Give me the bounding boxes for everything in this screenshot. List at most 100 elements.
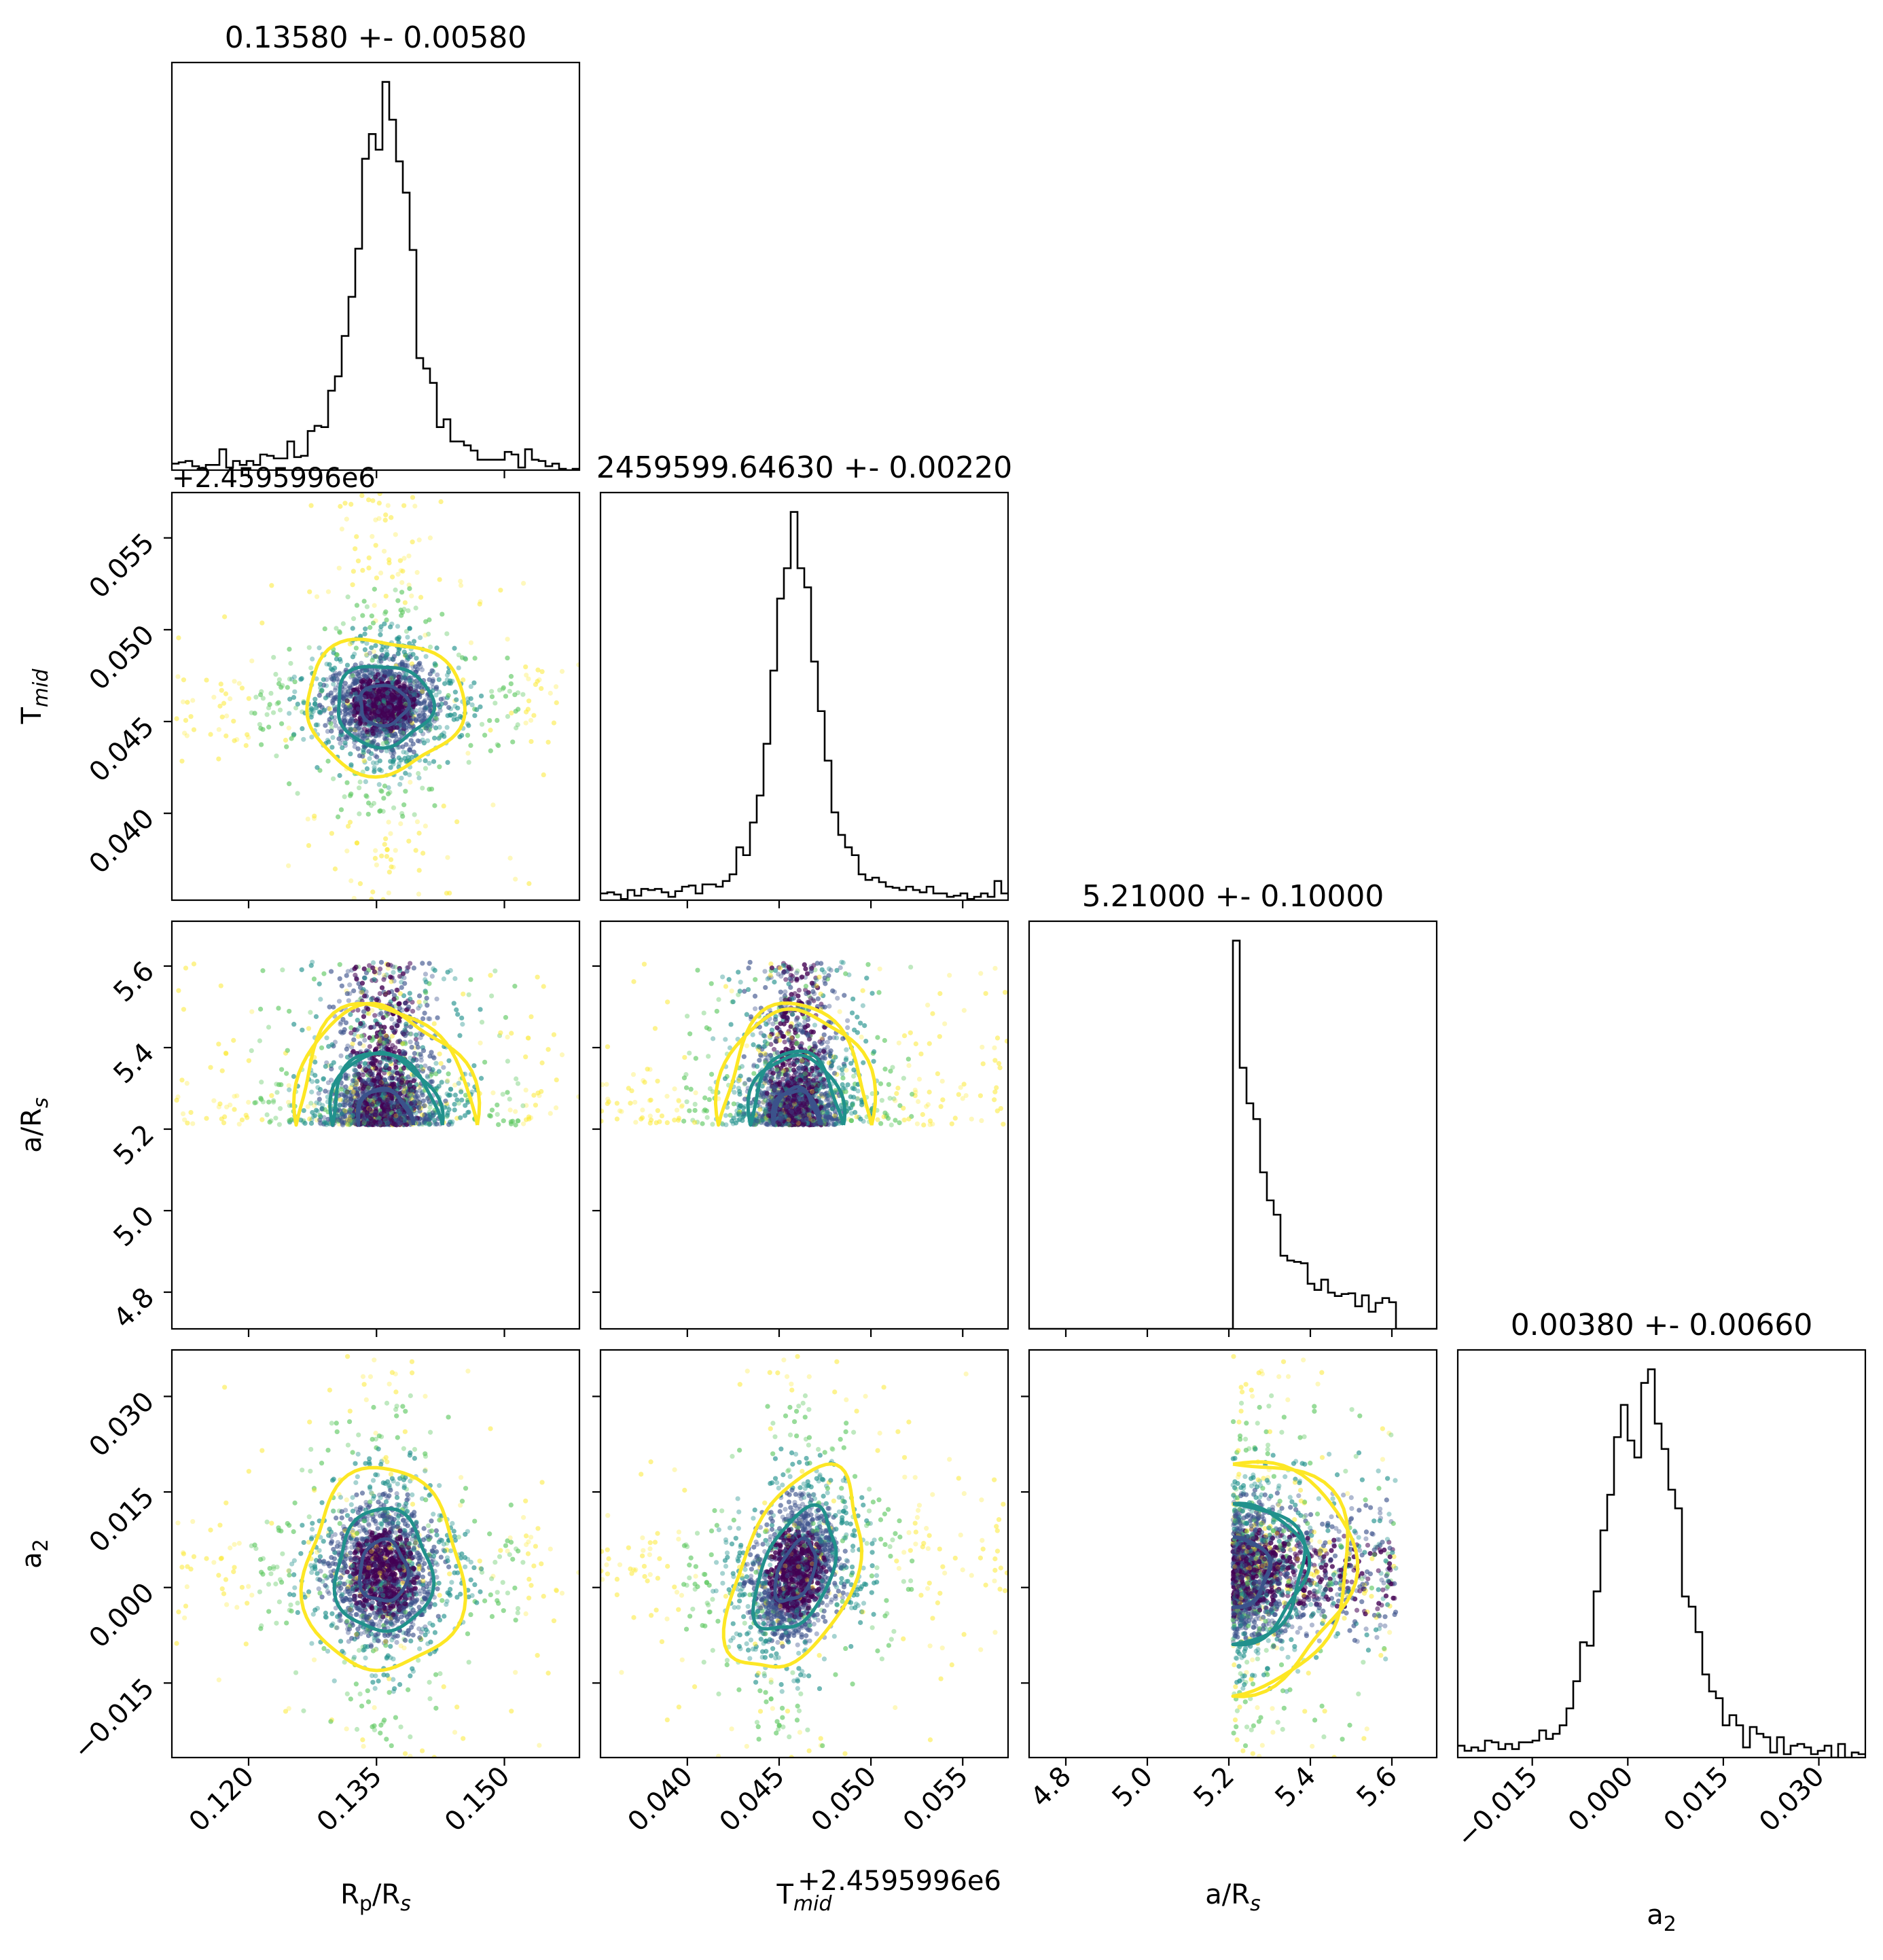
sample-point (174, 716, 179, 721)
sample-point (348, 751, 353, 757)
sample-point (401, 730, 406, 736)
sample-point (355, 746, 361, 751)
sample-point (378, 656, 383, 661)
sample-point (347, 641, 353, 647)
sample-point (508, 674, 514, 679)
sample-point (445, 1077, 450, 1084)
sample-point (548, 1111, 553, 1116)
sample-point (413, 848, 418, 853)
sample-point (390, 574, 395, 580)
sample-point (325, 692, 331, 698)
sample-point (377, 767, 382, 772)
sample-point (314, 676, 319, 681)
sample-point (287, 1087, 292, 1092)
sample-point (399, 732, 404, 738)
sample-point (403, 789, 408, 794)
sample-point (384, 736, 389, 741)
sample-point (403, 652, 408, 658)
sample-point (376, 658, 382, 664)
sample-point (424, 705, 429, 710)
sample-point (252, 711, 257, 716)
sample-point (331, 677, 336, 683)
sample-point (410, 754, 415, 760)
sample-point (232, 679, 237, 684)
sample-point (363, 779, 368, 785)
sample-point (388, 857, 394, 862)
sample-point (390, 754, 395, 760)
sample-point (351, 569, 356, 574)
sample-point (401, 705, 406, 710)
sample-point (260, 696, 266, 701)
sample-point (346, 709, 351, 715)
sample-point (434, 645, 440, 651)
sample-point (444, 631, 450, 637)
sample-point (346, 823, 351, 829)
sample-point (382, 736, 388, 741)
sample-point (559, 1052, 565, 1058)
sample-point (308, 503, 314, 508)
sample-point (418, 594, 424, 600)
sample-point (351, 895, 357, 900)
sample-point (336, 814, 341, 819)
sample-point (364, 794, 370, 800)
sample-point (465, 721, 470, 726)
sample-point (234, 1093, 240, 1099)
sample-point (308, 503, 314, 508)
sample-point (327, 706, 333, 711)
sample-point (399, 675, 404, 680)
sample-point (406, 838, 412, 844)
sample-point (422, 705, 427, 711)
sample-point (359, 660, 364, 666)
sample-point (377, 767, 382, 772)
sample-point (420, 731, 426, 736)
sample-point (427, 708, 433, 713)
sample-point (385, 791, 391, 797)
sample-point (184, 733, 190, 738)
sample-point (373, 643, 378, 648)
sample-point (276, 700, 281, 705)
sample-point (246, 1099, 251, 1105)
sample-point (319, 705, 325, 710)
sample-point (427, 727, 433, 732)
sample-point (401, 649, 407, 655)
sample-point (366, 749, 372, 754)
sample-point (367, 679, 373, 685)
sample-point (377, 493, 382, 497)
sample-point (357, 753, 363, 759)
sample-point (436, 736, 442, 741)
sample-point (312, 813, 317, 819)
sample-point (373, 543, 378, 548)
sample-point (416, 891, 422, 897)
sample-point (382, 783, 388, 789)
sample-point (217, 703, 223, 709)
sample-point (343, 692, 348, 698)
sample-point (383, 836, 389, 842)
sample-point (400, 744, 406, 749)
sample-point (444, 673, 450, 678)
sample-point (284, 744, 289, 749)
sample-point (402, 600, 408, 605)
sample-point (361, 673, 367, 679)
sample-point (434, 684, 440, 690)
sample-point (348, 728, 353, 733)
sample-point (317, 702, 323, 708)
sample-point (482, 732, 488, 738)
sample-point (393, 587, 398, 592)
sample-point (334, 656, 340, 662)
sample-point (408, 654, 413, 660)
sample-point (396, 647, 401, 653)
sample-point (452, 645, 457, 651)
sample-point (359, 493, 365, 499)
sample-point (360, 730, 365, 736)
sample-point (325, 589, 331, 594)
sample-point (399, 775, 404, 781)
sample-point (287, 647, 292, 652)
sample-point (355, 671, 361, 677)
sample-point (188, 714, 194, 719)
sample-point (430, 677, 436, 682)
sample-point (418, 719, 424, 724)
sample-point (397, 761, 402, 766)
sample-point (370, 620, 376, 626)
sample-point (401, 724, 407, 729)
sample-point (328, 690, 334, 696)
